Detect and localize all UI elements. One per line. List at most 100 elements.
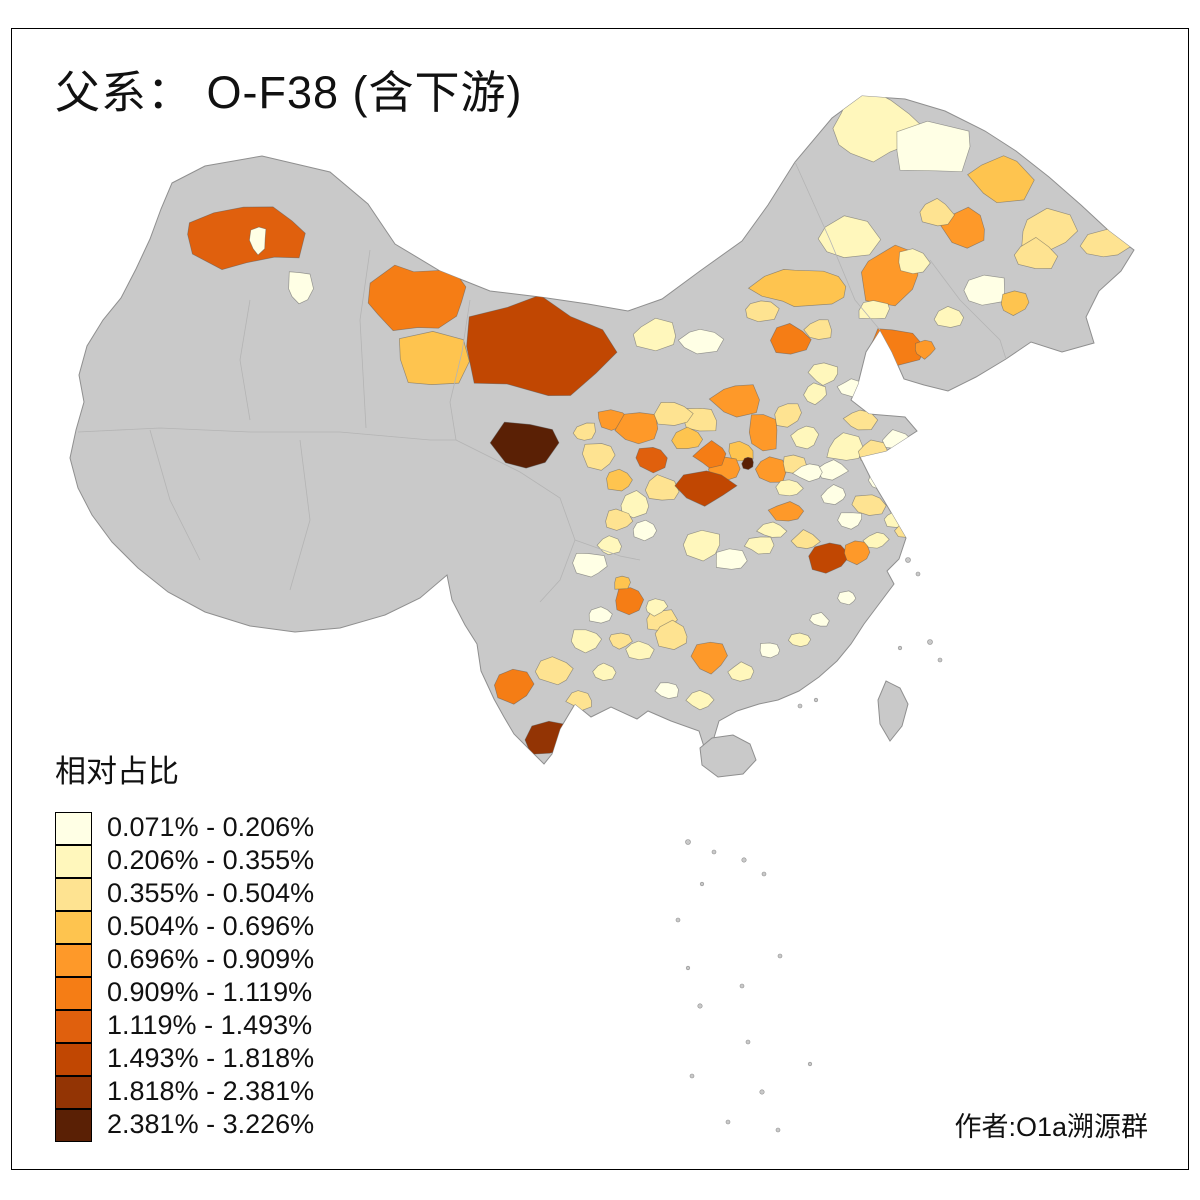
- map-region: [489, 421, 560, 469]
- islet: [745, 1039, 751, 1045]
- legend-label: 0.206% - 0.355%: [107, 845, 315, 875]
- map-region: [896, 120, 971, 173]
- map-region: [826, 432, 864, 461]
- map-region: [565, 690, 592, 712]
- author-credit: 作者:O1a溯源群: [954, 1112, 1148, 1142]
- map-region: [654, 682, 679, 699]
- legend-label: 2.381% - 3.226%: [107, 1109, 315, 1139]
- legend-row: 1.119% - 1.493%: [55, 1009, 314, 1043]
- islet: [741, 857, 747, 863]
- legend-title: 相对占比: [55, 754, 179, 789]
- map-region: [844, 540, 871, 566]
- legend-row: 2.381% - 3.226%: [55, 1108, 315, 1142]
- map-region: [858, 300, 890, 320]
- legend-swatch: [55, 1042, 92, 1076]
- map-region: [807, 362, 838, 386]
- map-region: [671, 426, 704, 449]
- map-region: [963, 274, 1005, 306]
- map-region: [745, 300, 780, 323]
- islet: [685, 839, 691, 845]
- map-region: [620, 490, 650, 519]
- map-region: [249, 226, 267, 256]
- legend: 相对占比 0.071% - 0.206% 0.206% - 0.355% 0.355…: [55, 746, 315, 1142]
- map-region: [635, 447, 668, 474]
- map-region: [820, 484, 847, 505]
- map-region: [898, 248, 931, 275]
- map-region: [572, 552, 608, 578]
- map-region: [790, 425, 820, 450]
- legend-swatch: [55, 910, 92, 944]
- map-region: [572, 422, 596, 441]
- map-region: [654, 619, 688, 650]
- map-region: [588, 606, 613, 624]
- islet: [775, 1127, 781, 1133]
- islet: [915, 571, 921, 577]
- map-region: [614, 575, 631, 590]
- legend-row: 1.493% - 1.818%: [55, 1042, 314, 1076]
- legend-row: 0.504% - 0.696%: [55, 910, 315, 944]
- legend-label: 0.355% - 0.504%: [107, 878, 315, 908]
- map-region: [494, 668, 535, 705]
- legend-swatch: [55, 1108, 92, 1142]
- map-region: [748, 414, 778, 452]
- islet: [807, 1061, 813, 1067]
- map-region: [645, 598, 669, 617]
- map-region: [754, 456, 787, 483]
- islet: [761, 871, 767, 877]
- map-region: [743, 536, 775, 555]
- map-region: [787, 632, 812, 647]
- legend-row: 0.206% - 0.355%: [55, 844, 315, 878]
- map-region: [466, 294, 618, 396]
- legend-label: 0.504% - 0.696%: [107, 911, 315, 941]
- islet: [675, 917, 681, 923]
- legend-swatch: [55, 976, 92, 1010]
- legend-swatch: [55, 943, 92, 977]
- map-region: [715, 548, 748, 570]
- map-region: [608, 632, 633, 650]
- map-region: [790, 529, 821, 549]
- map-region: [837, 512, 862, 530]
- islet: [813, 697, 819, 703]
- map-region: [690, 641, 728, 675]
- legend-label: 1.119% - 1.493%: [107, 1010, 313, 1040]
- legend-swatch: [55, 844, 92, 878]
- legend-row: 0.071% - 0.206%: [55, 811, 314, 845]
- map-region: [685, 690, 715, 711]
- islet: [739, 983, 745, 989]
- map-region: [644, 474, 680, 501]
- map-region: [759, 642, 781, 659]
- map-region: [399, 331, 470, 385]
- map-region: [775, 479, 804, 497]
- islet: [797, 703, 803, 709]
- small-islands: [675, 557, 943, 1133]
- islet: [937, 657, 943, 663]
- legend-swatch: [55, 811, 92, 845]
- legend-row: 1.818% - 2.381%: [55, 1075, 315, 1109]
- islet: [685, 965, 691, 971]
- map-region: [919, 197, 955, 227]
- islet: [697, 1003, 703, 1009]
- map-region: [756, 521, 788, 538]
- map-region: [767, 501, 805, 522]
- map-region: [605, 508, 634, 531]
- legend-label: 0.696% - 0.909%: [107, 944, 315, 974]
- map-region: [967, 155, 1035, 204]
- legend-swatch: [55, 877, 92, 911]
- map-region: [837, 590, 857, 606]
- map-region: [774, 403, 802, 428]
- map-region: [851, 494, 887, 516]
- map-region: [808, 542, 851, 574]
- map-region: [592, 662, 617, 681]
- map-region: [570, 629, 603, 654]
- map-regions: [187, 96, 1134, 755]
- legend-label: 1.818% - 2.381%: [107, 1076, 315, 1106]
- map-region: [625, 640, 655, 661]
- islet: [725, 1119, 731, 1125]
- map-region: [606, 468, 633, 492]
- map-region: [803, 319, 832, 340]
- map-region: [653, 401, 694, 426]
- legend-rows: 0.071% - 0.206% 0.206% - 0.355% 0.355% - 0…: [55, 811, 315, 1142]
- map-region: [791, 463, 823, 482]
- map-region: [862, 532, 890, 549]
